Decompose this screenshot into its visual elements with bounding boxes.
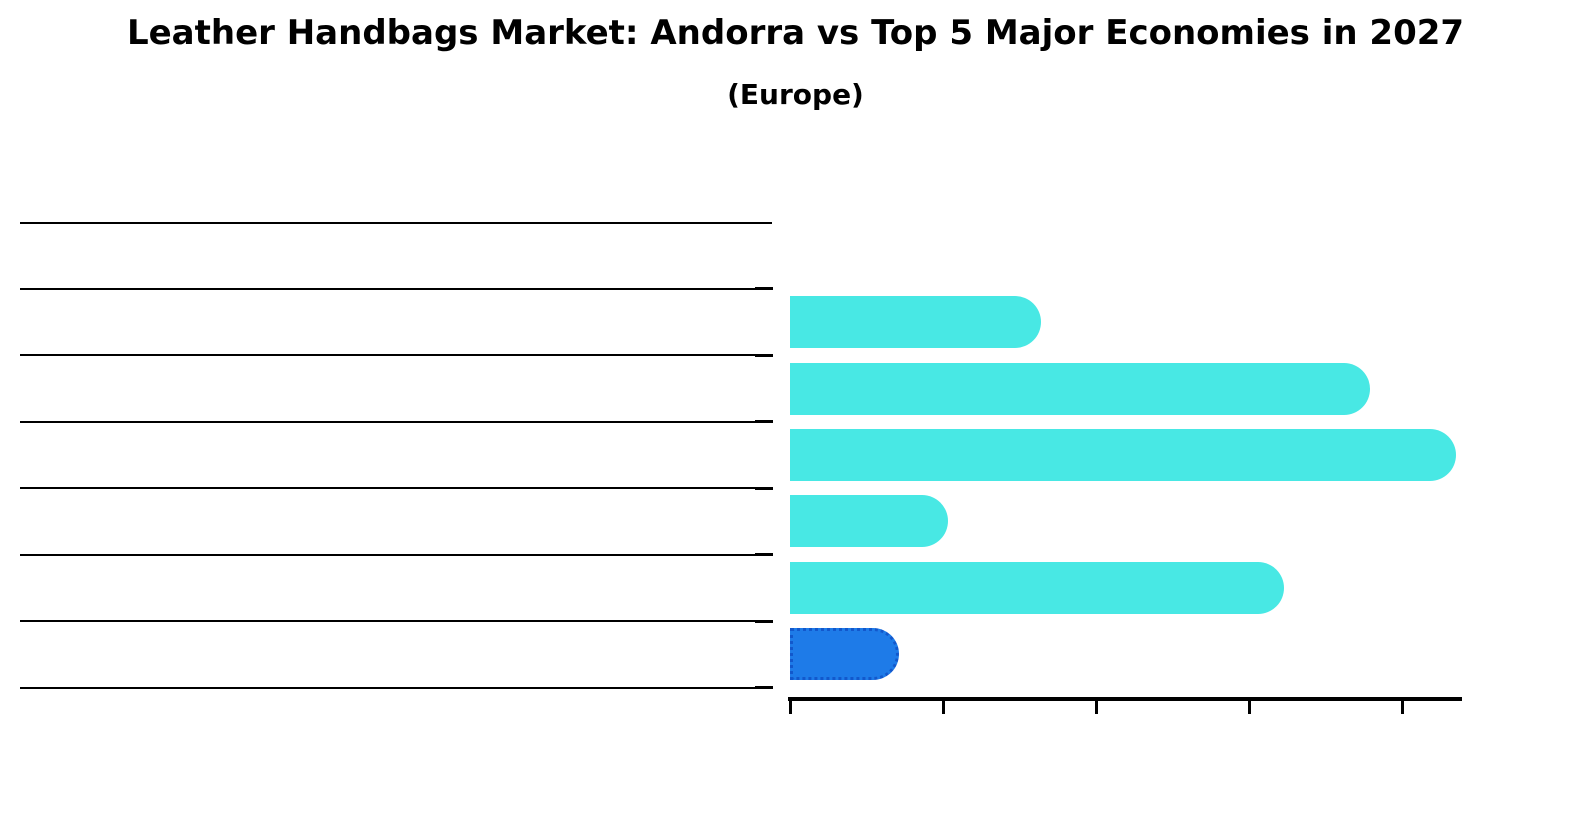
y-axis-tick — [755, 553, 773, 557]
bar-italy — [790, 495, 948, 548]
y-axis-tick — [755, 420, 773, 424]
chart-title: Leather Handbags Market: Andorra vs Top … — [126, 13, 1465, 53]
x-axis-tick — [1094, 701, 1098, 714]
x-axis-tick — [1400, 701, 1404, 714]
table-row-line — [20, 487, 772, 490]
table-row-line — [20, 420, 772, 423]
bar-andorra — [790, 628, 899, 681]
table-row-line — [20, 287, 772, 290]
y-axis-tick — [755, 486, 773, 490]
y-axis-tick — [755, 353, 773, 357]
bar-germany — [790, 296, 1042, 349]
table-row-line — [20, 553, 772, 556]
table-row-line — [20, 686, 772, 689]
y-axis-tick — [755, 686, 773, 689]
bar-france — [790, 429, 1457, 481]
bar-russia — [790, 561, 1284, 614]
table-row-line — [20, 221, 772, 224]
x-axis-tick — [788, 701, 792, 714]
x-axis-tick — [1247, 701, 1251, 714]
y-axis-tick — [755, 619, 773, 623]
x-axis-tick — [941, 701, 945, 714]
bar-united-kingdom — [790, 362, 1370, 415]
x-axis — [788, 697, 1462, 701]
y-axis-tick — [755, 287, 773, 291]
table-row-line — [20, 620, 772, 623]
chart-subtitle: (Europe) — [727, 78, 864, 111]
table-row-line — [20, 354, 772, 357]
